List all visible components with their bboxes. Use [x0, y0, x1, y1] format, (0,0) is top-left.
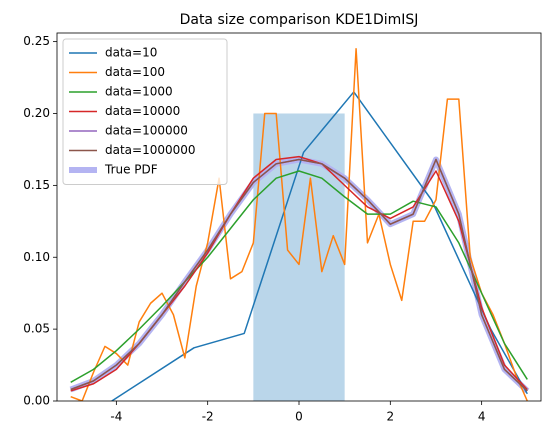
- x-tick-label: 2: [387, 410, 395, 424]
- legend-box: [62, 38, 228, 185]
- legend-label: data=1000: [105, 85, 173, 99]
- y-tick-label: 0.20: [23, 106, 50, 120]
- series-line: [70, 48, 528, 401]
- x-tick-label: 4: [478, 410, 486, 424]
- y-tick-label: 0.10: [23, 250, 50, 264]
- legend: data=10 data=100 data=1000 data=10000 data=1…: [62, 38, 228, 185]
- legend-label: data=10: [105, 46, 157, 60]
- series-line: [70, 170, 528, 383]
- legend-label: data=100000: [105, 124, 188, 138]
- y-tick-label: 0.15: [23, 178, 50, 192]
- chart-title: Data size comparison KDE1DimISJ: [180, 12, 419, 28]
- y-tick-label: 0.05: [23, 322, 50, 336]
- legend-label: data=10000: [105, 104, 180, 118]
- x-tick-label: 0: [295, 410, 303, 424]
- y-tick-label: 0.00: [23, 394, 50, 408]
- legend-label: data=100: [105, 65, 165, 79]
- y-tick-label: 0.25: [23, 34, 50, 48]
- x-tick-label: -4: [110, 410, 122, 424]
- legend-label: True PDF: [104, 163, 158, 177]
- series-line: [70, 158, 528, 392]
- x-tick-label: -2: [202, 410, 214, 424]
- legend-label: data=1000000: [105, 143, 196, 157]
